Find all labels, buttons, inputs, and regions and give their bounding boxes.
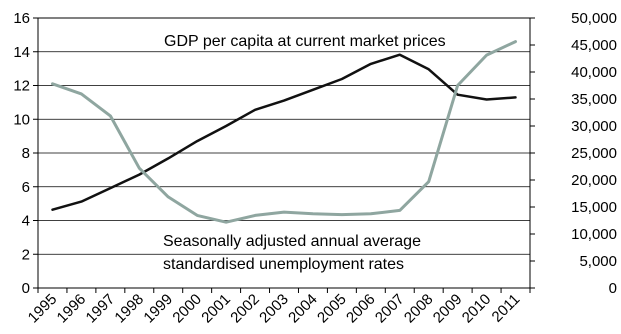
x-tick-label: 2010: [459, 291, 495, 327]
left-tick-label: 2: [22, 246, 30, 263]
x-axis: 1995199619971998199920002001200220032004…: [25, 288, 531, 327]
x-tick-label: 2003: [256, 291, 292, 327]
x-tick-label: 1996: [54, 291, 90, 327]
left-tick-label: 6: [22, 179, 30, 196]
x-tick-label: 2011: [489, 291, 524, 326]
unemployment-series-line: [51, 40, 517, 224]
unemployment-annotation-line1: Seasonally adjusted annual average: [163, 233, 421, 250]
right-axis: 0 5,000 10,000 15,000 20,000 25,000 30,000 35,0…: [530, 10, 617, 297]
x-tick-label: 2009: [430, 291, 466, 327]
x-tick-label: 2001: [198, 291, 234, 327]
right-tick-label: 10,000: [571, 226, 617, 243]
right-tick-label: 35,000: [571, 91, 617, 108]
left-axis: 0 2 4 6 8 10 12 14 16: [13, 10, 38, 297]
x-tick-label: 1998: [112, 291, 148, 327]
x-tick-label: 2007: [372, 291, 408, 327]
series-group: [51, 40, 517, 224]
right-tick-label: 40,000: [571, 64, 617, 81]
gdp-annotation: GDP per capita at current market prices: [164, 33, 446, 50]
left-tick-label: 14: [13, 44, 30, 61]
left-tick-label: 12: [13, 78, 30, 95]
left-tick-label: 8: [22, 145, 30, 162]
gdp-series-line: [51, 53, 517, 211]
right-tick-label: 20,000: [571, 172, 617, 189]
left-tick-label: 16: [13, 10, 30, 27]
x-tick-label: 1997: [83, 291, 119, 327]
right-tick-label: 50,000: [571, 10, 617, 27]
unemployment-annotation-line2: standardised unemployment rates: [163, 256, 404, 273]
x-tick-label: 2008: [401, 291, 437, 327]
right-tick-label: 0: [609, 280, 617, 297]
x-tick-label: 2006: [343, 291, 379, 327]
right-tick-label: 5,000: [579, 253, 617, 270]
right-tick-label: 25,000: [571, 145, 617, 162]
left-tick-label: 4: [22, 213, 30, 230]
x-tick-label: 2005: [314, 291, 350, 327]
x-tick-label: 2002: [227, 291, 263, 327]
x-tick-label: 1995: [25, 291, 61, 327]
x-tick-label: 2000: [169, 291, 205, 327]
x-tick-label: 1999: [140, 291, 176, 327]
right-tick-label: 45,000: [571, 37, 617, 54]
right-tick-label: 30,000: [571, 118, 617, 135]
left-tick-label: 10: [13, 111, 30, 128]
x-tick-label: 2004: [285, 291, 321, 327]
left-tick-label: 0: [22, 280, 30, 297]
right-tick-label: 15,000: [571, 199, 617, 216]
